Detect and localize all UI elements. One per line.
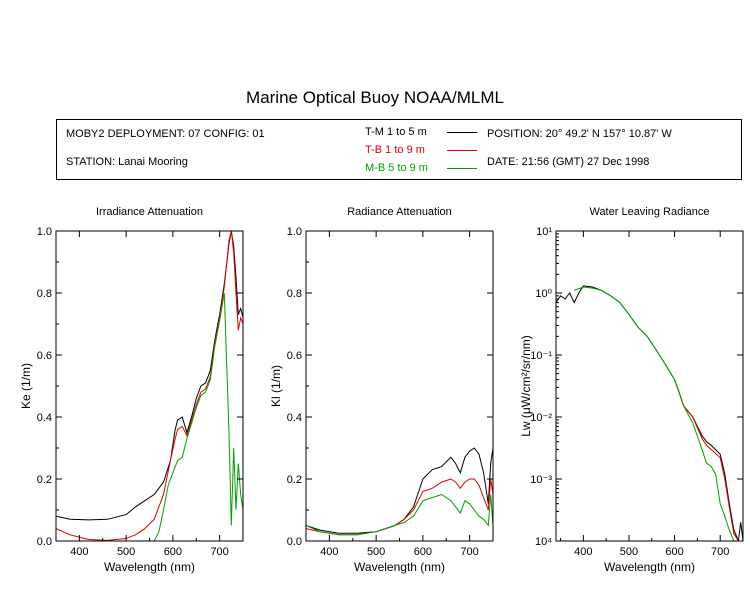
x-tick-label-0-2: 600 [164,546,182,558]
y-tick-label-0-4: 0.8 [37,288,52,300]
legend-label-tm: T-M 1 to 5 m [365,126,427,138]
x-tick-label-0-0: 400 [70,546,88,558]
y-tick-label-2-0: 10⁴ [535,536,552,548]
series-line-0-1 [56,231,243,541]
y-tick-label-0-0: 0.0 [37,536,52,548]
x-tick-label-1-1: 500 [367,546,385,558]
deployment-text: MOBY2 DEPLOYMENT: 07 CONFIG: 01 [66,128,265,140]
y-axis-label-0: Ke (1/m) [19,363,33,409]
x-axis-label-1: Wavelength (nm) [354,560,445,574]
series-line-0-2 [153,292,243,541]
legend-label-tb: T-B 1 to 9 m [365,144,425,156]
series-line-1-0 [306,447,493,534]
y-tick-label-1-1: 0.2 [287,474,302,486]
chart-title-2: Water Leaving Radiance [589,206,709,218]
x-axis-label-2: Wavelength (nm) [604,560,695,574]
main-title: Marine Optical Buoy NOAA/MLML [246,88,504,107]
legend-label-mb: M-B 5 to 9 m [365,162,428,174]
chart-title-1: Radiance Attenuation [347,206,452,218]
y-tick-label-0-2: 0.4 [37,412,52,424]
legend-line-mb [447,168,477,169]
chart-title-0: Irradiance Attenuation [96,206,203,218]
x-tick-label-2-0: 400 [574,546,592,558]
plot-frame-1 [305,230,494,542]
series-line-1-1 [306,478,493,536]
plot-frame-0 [55,230,244,542]
y-tick-label-0-1: 0.2 [37,474,52,486]
x-tick-label-0-3: 700 [210,546,228,558]
y-axis-label-2: Lw (μW/cm²/sr/nm) [519,335,533,437]
series-line-2-1 [674,379,739,541]
series-line-2-0 [556,285,743,541]
x-tick-label-1-3: 700 [460,546,478,558]
info-box: MOBY2 DEPLOYMENT: 07 CONFIG: 01 STATION:… [56,119,742,180]
y-tick-label-2-2: 10⁻² [530,412,552,424]
date-text: DATE: 21:56 (GMT) 27 Dec 1998 [487,156,650,168]
y-tick-label-1-0: 0.0 [287,536,302,548]
y-tick-label-2-5: 10¹ [536,226,552,238]
series-line-1-2 [306,493,493,536]
legend-line-tm [447,132,477,133]
x-tick-label-2-1: 500 [620,546,638,558]
y-tick-label-0-3: 0.6 [37,350,52,362]
y-tick-label-2-1: 10⁻³ [530,474,552,486]
x-tick-label-1-0: 400 [320,546,338,558]
y-tick-label-1-4: 0.8 [287,288,302,300]
y-tick-label-2-3: 10⁻¹ [530,350,552,362]
y-tick-label-1-3: 0.6 [287,350,302,362]
y-axis-label-1: Kl (1/m) [269,365,283,407]
x-tick-label-2-2: 600 [665,546,683,558]
plot-frame-2 [555,230,744,542]
x-tick-label-2-3: 700 [711,546,729,558]
x-tick-label-1-2: 600 [414,546,432,558]
y-tick-label-1-5: 1.0 [287,226,302,238]
x-tick-label-0-1: 500 [117,546,135,558]
x-axis-label-0: Wavelength (nm) [104,560,195,574]
y-tick-label-1-2: 0.4 [287,412,302,424]
position-text: POSITION: 20° 49.2' N 157° 10.87' W [487,128,672,140]
series-line-0-0 [56,231,243,521]
y-tick-label-0-5: 1.0 [37,226,52,238]
y-tick-label-2-4: 10⁰ [535,288,552,300]
station-text: STATION: Lanai Mooring [66,156,188,168]
series-line-2-2 [574,286,735,541]
legend-line-tb [447,150,477,151]
